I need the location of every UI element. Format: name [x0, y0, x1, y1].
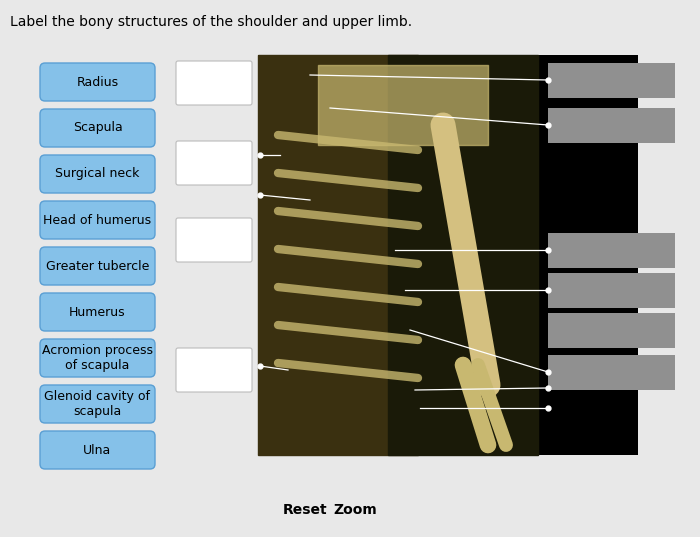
Bar [548, 273, 675, 308]
Bar [548, 355, 675, 390]
FancyBboxPatch shape [40, 63, 155, 101]
Bar [548, 108, 675, 143]
Text: Radius: Radius [76, 76, 118, 89]
Bar [548, 63, 675, 98]
Text: Surgical neck: Surgical neck [55, 168, 140, 180]
Text: Glenoid cavity of
scapula: Glenoid cavity of scapula [45, 390, 150, 418]
Polygon shape [388, 55, 538, 455]
FancyBboxPatch shape [176, 218, 252, 262]
FancyBboxPatch shape [40, 385, 155, 423]
FancyBboxPatch shape [176, 61, 252, 105]
Bar [548, 233, 675, 268]
Text: Label the bony structures of the shoulder and upper limb.: Label the bony structures of the shoulde… [10, 15, 412, 29]
FancyBboxPatch shape [40, 109, 155, 147]
Text: Zoom: Zoom [333, 503, 377, 517]
FancyBboxPatch shape [176, 348, 252, 392]
FancyBboxPatch shape [40, 201, 155, 239]
FancyBboxPatch shape [176, 141, 252, 185]
FancyBboxPatch shape [40, 155, 155, 193]
Text: Greater tubercle: Greater tubercle [46, 259, 149, 272]
Text: Acromion process
of scapula: Acromion process of scapula [42, 344, 153, 372]
FancyBboxPatch shape [40, 431, 155, 469]
Text: Reset: Reset [283, 503, 328, 517]
FancyBboxPatch shape [40, 247, 155, 285]
Bar [258, 55, 638, 455]
Text: Head of humerus: Head of humerus [43, 214, 152, 227]
FancyBboxPatch shape [40, 293, 155, 331]
FancyBboxPatch shape [40, 339, 155, 377]
Text: Ulna: Ulna [83, 444, 111, 456]
Text: Scapula: Scapula [73, 121, 122, 134]
Text: Humerus: Humerus [69, 306, 126, 318]
Polygon shape [258, 55, 418, 455]
Bar [548, 313, 675, 348]
